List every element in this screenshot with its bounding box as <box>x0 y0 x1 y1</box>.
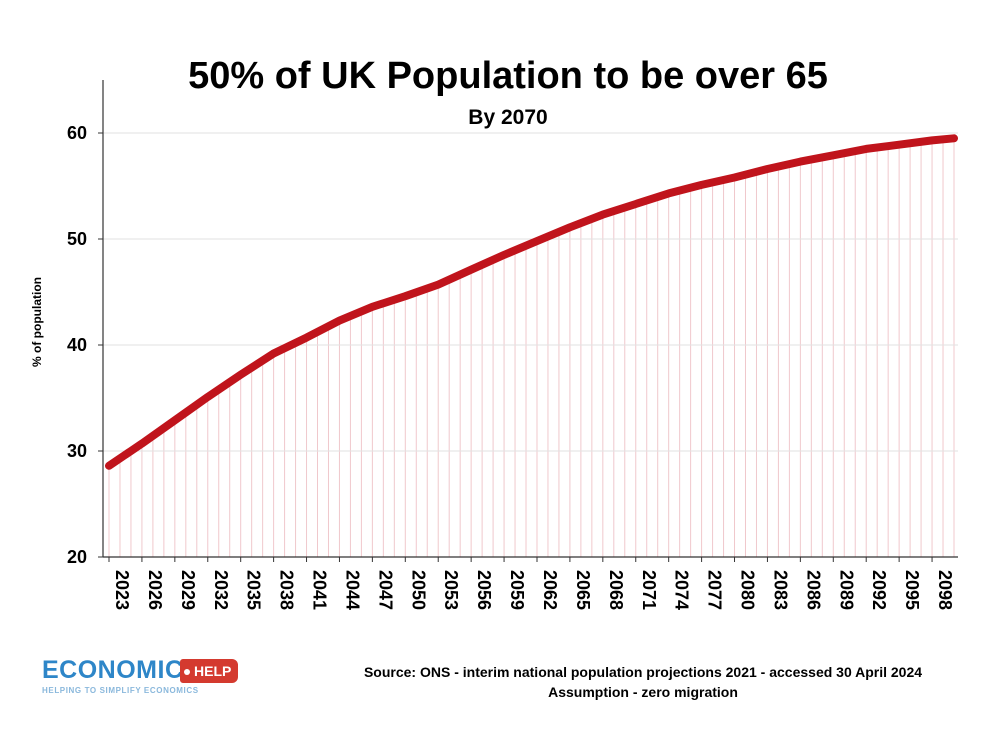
x-tick-label: 2074 <box>672 570 692 610</box>
x-tick-label: 2083 <box>770 570 790 610</box>
y-tick-label: 20 <box>67 547 87 567</box>
x-tick-label: 2068 <box>606 570 626 610</box>
economics-help-logo: ECONOMICS HELP HELPING TO SIMPLIFY ECONO… <box>40 656 245 700</box>
x-tick-label: 2029 <box>178 570 198 610</box>
series-layer <box>105 134 958 470</box>
chart-title: 50% of UK Population to be over 65 <box>188 55 828 97</box>
x-tick-label: 2041 <box>310 570 330 610</box>
x-tick-label: 2077 <box>705 570 725 610</box>
logo-tag: HELP <box>180 659 239 683</box>
x-tick-label: 2095 <box>902 570 922 610</box>
x-tick-label: 2089 <box>836 570 856 610</box>
x-tick-label: 2044 <box>342 570 362 610</box>
x-tick-label: 2032 <box>211 570 231 610</box>
x-tick-label: 2080 <box>738 570 758 610</box>
logo-tag-text: HELP <box>194 663 232 679</box>
x-tick-label: 2086 <box>803 570 823 610</box>
x-tick-label: 2056 <box>474 570 494 610</box>
logo-strap: HELPING TO SIMPLIFY ECONOMICS <box>42 686 199 695</box>
tag-hole-icon <box>184 669 190 675</box>
x-tick-label: 2035 <box>244 570 264 610</box>
assumption-note: Assumption - zero migration <box>548 684 738 700</box>
x-tick-label: 2059 <box>507 570 527 610</box>
y-tick-label: 40 <box>67 335 87 355</box>
x-tick-label: 2047 <box>375 570 395 610</box>
x-tick-label: 2026 <box>145 570 165 610</box>
y-tick-label: 50 <box>67 229 87 249</box>
x-tick-label: 2092 <box>869 570 889 610</box>
logo-word: ECONOMICS <box>42 656 201 684</box>
x-tick-label: 2053 <box>441 570 461 610</box>
y-tick-label: 30 <box>67 441 87 461</box>
x-tick-label: 2062 <box>540 570 560 610</box>
series-line <box>105 134 958 470</box>
chart-subtitle: By 2070 <box>468 106 547 129</box>
x-tick-label: 2071 <box>639 570 659 610</box>
source-note: Source: ONS - interim national populatio… <box>364 664 922 680</box>
y-axis-label: % of population <box>30 277 44 367</box>
x-tick-label: 2038 <box>277 570 297 610</box>
x-tick-label: 2098 <box>935 570 955 610</box>
axis-layer <box>102 80 958 558</box>
grid-layer <box>103 132 958 557</box>
x-tick-label: 2050 <box>408 570 428 610</box>
x-tick-label: 2065 <box>573 570 593 610</box>
tick-layer: 20 30 40 50 60 2023 2026 2029 2032 2035 2038 2041 20… <box>67 123 955 610</box>
x-tick-label: 2023 <box>112 570 132 610</box>
y-tick-label: 60 <box>67 123 87 143</box>
